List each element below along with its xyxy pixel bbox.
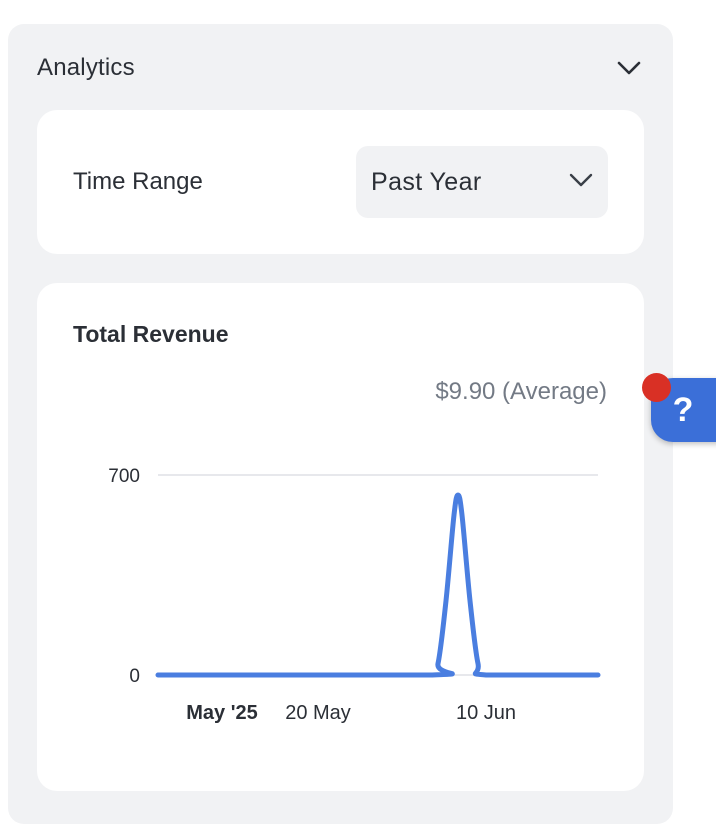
average-value: $9.90 (Average)	[435, 378, 607, 405]
time-range-select[interactable]: Past Year	[356, 146, 608, 218]
y-tick-label-1: 700	[108, 466, 140, 487]
time-range-value: Past Year	[371, 167, 482, 196]
revenue-chart: 0 700 May '25 20 May 10 Jun	[108, 466, 601, 724]
analytics-panel: Analytics Time Range Past Year Total Rev…	[8, 24, 673, 824]
x-tick-label-1: 20 May	[285, 702, 351, 724]
chart-title: Total Revenue	[73, 321, 229, 347]
help-question-icon: ?	[672, 390, 694, 429]
collapse-chevron-icon[interactable]	[613, 52, 645, 84]
x-tick-label-0: May '25	[186, 702, 257, 724]
chevron-down-icon	[568, 172, 594, 193]
notification-dot	[642, 373, 671, 402]
panel-header: Analytics	[37, 52, 645, 84]
series-line-0	[155, 492, 601, 678]
time-range-card: Time Range Past Year	[37, 110, 644, 254]
help-button[interactable]: ?	[651, 378, 716, 442]
panel-title: Analytics	[37, 54, 135, 81]
time-range-label: Time Range	[73, 168, 203, 195]
y-tick-label-0: 0	[129, 666, 140, 687]
x-tick-label-2: 10 Jun	[456, 702, 516, 724]
revenue-card: Total Revenue $9.90 (Average) 0 700 May '2…	[37, 283, 644, 791]
